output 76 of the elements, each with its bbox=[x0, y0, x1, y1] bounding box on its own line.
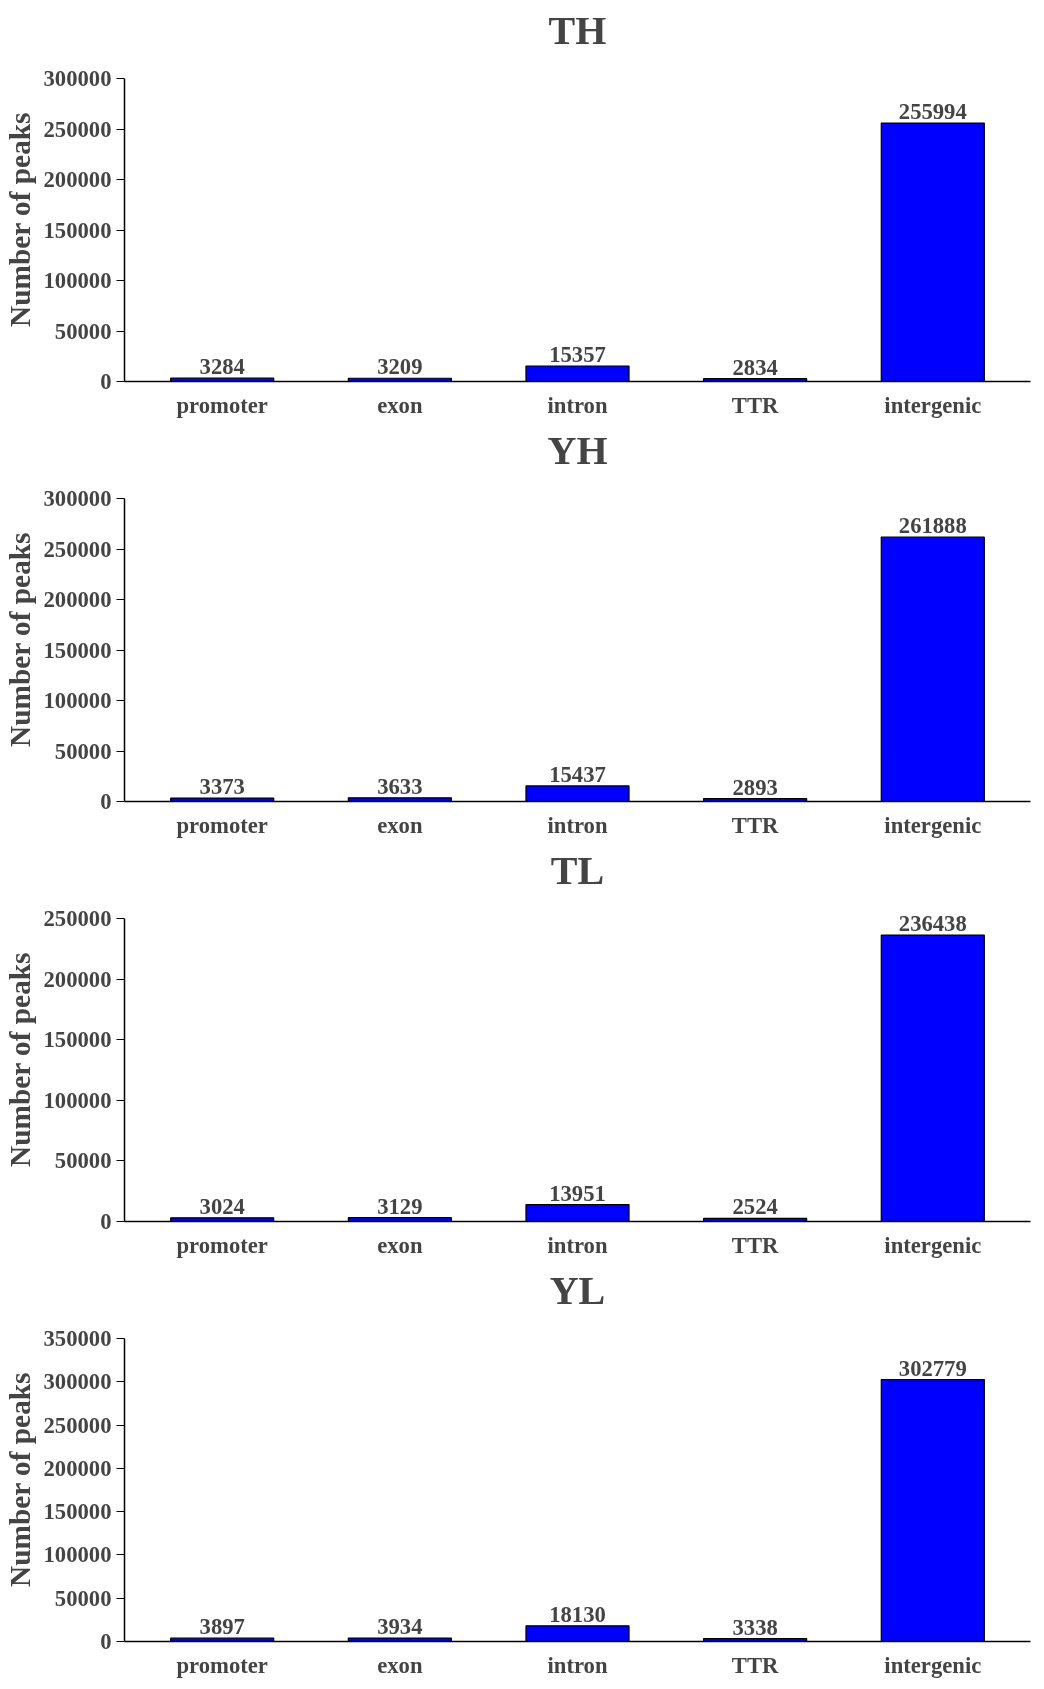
y-tick-label: 300000 bbox=[43, 66, 112, 92]
x-tick-label: intron bbox=[547, 392, 608, 418]
data-label: 15437 bbox=[549, 761, 606, 787]
data-label: 3373 bbox=[199, 774, 245, 800]
x-tick-label: intron bbox=[547, 1232, 608, 1258]
chart-title: TL bbox=[550, 847, 605, 893]
x-tick-label: TTR bbox=[731, 1232, 780, 1258]
data-label: 302779 bbox=[898, 1355, 967, 1381]
y-tick-label: 0 bbox=[100, 1209, 112, 1234]
y-tick-label: 250000 bbox=[43, 906, 112, 932]
y-tick-label: 0 bbox=[100, 789, 112, 814]
y-tick-label: 200000 bbox=[43, 587, 112, 613]
y-tick-label: 150000 bbox=[43, 217, 112, 243]
data-label: 13951 bbox=[549, 1180, 606, 1206]
y-tick-label: 250000 bbox=[43, 116, 112, 142]
y-tick-label: 50000 bbox=[54, 738, 112, 764]
y-tick-label: 100000 bbox=[43, 1542, 112, 1568]
y-tick-label: 300000 bbox=[43, 486, 112, 512]
y-tick-label: 300000 bbox=[43, 1369, 112, 1395]
y-tick-label: 350000 bbox=[43, 1326, 112, 1352]
x-tick-label: promoter bbox=[176, 392, 268, 418]
y-tick-label: 250000 bbox=[43, 536, 112, 562]
x-tick-label: intron bbox=[547, 812, 608, 838]
y-tick-label: 50000 bbox=[54, 1585, 112, 1611]
data-label: 3897 bbox=[199, 1614, 245, 1640]
y-axis-title: Number of peaks bbox=[3, 952, 36, 1168]
y-axis-title: Number of peaks bbox=[3, 1372, 36, 1588]
data-label: 2893 bbox=[732, 774, 778, 800]
y-tick-label: 200000 bbox=[43, 167, 112, 193]
data-label: 15357 bbox=[549, 342, 606, 367]
x-tick-label: TTR bbox=[731, 812, 780, 838]
y-tick-label: 150000 bbox=[43, 1499, 112, 1525]
y-axis-title: Number of peaks bbox=[3, 112, 36, 328]
data-label: 18130 bbox=[549, 1601, 606, 1627]
chart-title: YL bbox=[549, 1267, 606, 1313]
y-tick-label: 50000 bbox=[54, 1148, 112, 1174]
x-tick-label: exon bbox=[377, 812, 423, 838]
data-label: 255994 bbox=[898, 99, 967, 125]
y-tick-label: 250000 bbox=[43, 1412, 112, 1438]
x-tick-label: exon bbox=[377, 1652, 423, 1678]
data-label: 3209 bbox=[377, 354, 423, 380]
y-tick-label: 100000 bbox=[43, 268, 112, 294]
x-tick-label: intergenic bbox=[884, 1232, 982, 1258]
x-tick-label: intergenic bbox=[884, 812, 982, 838]
data-label: 3633 bbox=[377, 773, 423, 799]
y-tick-label: 0 bbox=[100, 369, 112, 394]
data-label: 236438 bbox=[898, 911, 967, 937]
y-tick-label: 100000 bbox=[43, 1087, 112, 1113]
data-label: 3284 bbox=[199, 354, 245, 380]
chart-title: TH bbox=[548, 7, 607, 53]
x-tick-label: TTR bbox=[731, 392, 780, 418]
x-tick-label: promoter bbox=[176, 812, 268, 838]
data-label: 3129 bbox=[377, 1193, 423, 1219]
x-tick-label: exon bbox=[377, 1232, 423, 1258]
y-tick-label: 200000 bbox=[43, 966, 112, 992]
x-tick-label: intergenic bbox=[884, 392, 982, 418]
chart-title: YH bbox=[547, 427, 608, 473]
x-tick-label: intergenic bbox=[884, 1652, 982, 1678]
y-tick-label: 150000 bbox=[43, 637, 112, 663]
x-tick-label: exon bbox=[377, 392, 423, 418]
data-label: 3024 bbox=[199, 1193, 245, 1219]
y-tick-label: 0 bbox=[100, 1629, 112, 1654]
y-tick-label: 200000 bbox=[43, 1455, 112, 1481]
y-tick-label: 100000 bbox=[43, 688, 112, 714]
data-label: 3338 bbox=[732, 1614, 778, 1640]
x-tick-label: TTR bbox=[731, 1652, 780, 1678]
x-tick-label: promoter bbox=[176, 1232, 268, 1258]
x-tick-label: intron bbox=[547, 1652, 608, 1678]
data-label: 3934 bbox=[377, 1614, 423, 1640]
y-tick-label: 150000 bbox=[43, 1027, 112, 1053]
y-axis-title: Number of peaks bbox=[3, 532, 36, 748]
data-label: 261888 bbox=[898, 513, 967, 539]
x-tick-label: promoter bbox=[176, 1652, 268, 1678]
data-label: 2524 bbox=[732, 1194, 778, 1220]
data-label: 2834 bbox=[732, 354, 778, 380]
y-tick-label: 50000 bbox=[54, 318, 112, 344]
